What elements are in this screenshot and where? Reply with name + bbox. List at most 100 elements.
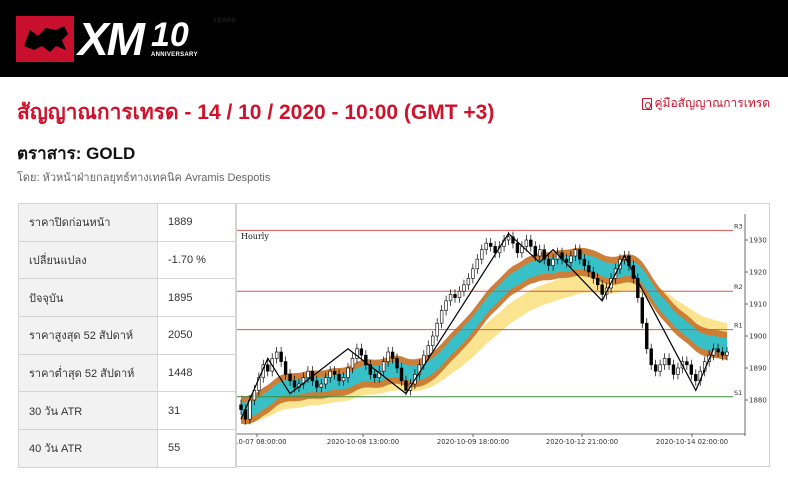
- level-label: R1: [734, 322, 743, 330]
- candle-body: [564, 258, 569, 263]
- candle-body: [373, 374, 377, 378]
- pdf-icon: [641, 97, 652, 110]
- candle-body: [332, 370, 337, 375]
- stats-row: 30 วัน ATR 31: [18, 391, 236, 431]
- stats-row: ราคาต่ำสุด 52 สัปดาห์ 1448: [18, 353, 236, 393]
- candle-body: [239, 404, 243, 410]
- anniversary-number: 10: [151, 16, 189, 54]
- candle-body: [587, 265, 591, 273]
- stats-label: ราคาปิดก่อนหน้า: [18, 203, 158, 242]
- candle-body: [404, 380, 408, 391]
- candle-body: [524, 239, 529, 247]
- candle-body: [676, 367, 680, 375]
- candle-body: [350, 358, 355, 369]
- candle-body: [653, 364, 658, 372]
- candle-body: [355, 348, 359, 359]
- stats-value: -1.70 %: [157, 240, 236, 280]
- candle-body: [426, 345, 430, 356]
- y-tick-label: 1880: [749, 397, 767, 405]
- candle-body: [328, 370, 332, 378]
- x-tick-label: 2020-10-08 13:00:00: [327, 438, 399, 446]
- stats-value: 2050: [157, 316, 236, 355]
- candle-body: [694, 374, 698, 382]
- candle-body: [381, 361, 386, 372]
- candle-body: [649, 348, 653, 366]
- stats-value: 55: [157, 429, 236, 468]
- candle-body: [600, 284, 604, 295]
- anniversary-word: ANNIVERSARY: [151, 52, 198, 58]
- candle-body: [390, 351, 395, 359]
- y-tick-label: 1930: [749, 237, 767, 245]
- candle-body: [480, 249, 484, 260]
- candle-body: [341, 377, 346, 382]
- candle-body: [301, 377, 306, 385]
- candle-body: [551, 258, 555, 266]
- candle-body: [444, 300, 448, 311]
- candle-body: [364, 354, 368, 366]
- candle-body: [283, 361, 288, 375]
- level-label: R3: [734, 222, 743, 230]
- signal-guide-label: คู่มือสัญญาณการเทรด: [654, 96, 771, 110]
- y-tick-label: 1910: [749, 301, 767, 309]
- stats-label: 40 วัน ATR: [18, 429, 158, 468]
- candle-body: [595, 278, 600, 286]
- zigzag-line: [240, 232, 715, 420]
- candle-body: [471, 268, 475, 279]
- candle-body: [493, 246, 497, 254]
- xm-logo[interactable]: XM 10 ANNIVERSARY: [16, 14, 198, 64]
- stats-row: ปัจจุบัน 1895: [18, 278, 236, 318]
- candle-body: [248, 399, 252, 420]
- candle-body: [475, 258, 480, 270]
- y-tick-label: 1900: [749, 333, 767, 341]
- candle-body: [488, 242, 493, 247]
- candle-body: [645, 322, 649, 350]
- site-header: XM 10 ANNIVERSARY YEARS: [0, 0, 788, 77]
- candle-body: [506, 236, 511, 241]
- candle-body: [466, 278, 471, 286]
- candle-body: [720, 351, 725, 356]
- candle-body: [511, 236, 515, 244]
- page-title: สัญญาณการเทรด - 14 / 10 / 2020 - 10:00 (…: [17, 101, 495, 124]
- candle-body: [640, 297, 644, 324]
- candlestick-chart-svg: R3 R2 R1 S1 1880 1890 1900 1910 1920 1930 0-10-07 …: [237, 214, 767, 446]
- anniversary-badge: 10 ANNIVERSARY: [151, 16, 198, 59]
- level-label: R2: [734, 283, 743, 291]
- candle-body: [591, 271, 595, 279]
- stats-table: ราคาปิดก่อนหน้า 1889 เปลี่ยนแปลง -1.70 % ปัจ…: [18, 203, 236, 468]
- candle-body: [569, 255, 573, 263]
- candle-body: [431, 335, 435, 346]
- candle-body: [346, 367, 350, 378]
- stats-label: ราคาสูงสุด 52 สัปดาห์: [18, 316, 158, 355]
- candle-body: [685, 361, 689, 366]
- price-chart: R3 R2 R1 S1 1880 1890 1900 1910 1920 1930 0-10-07 …: [236, 203, 770, 467]
- x-tick-label: 2020-10-09 18:00:00: [437, 438, 509, 446]
- stats-row: เปลี่ยนแปลง -1.70 %: [18, 240, 236, 280]
- x-tick-label: 2020-10-14 02:00:00: [656, 438, 728, 446]
- candle-body: [368, 364, 373, 375]
- instrument-title: ตราสาร: GOLD: [17, 144, 136, 163]
- signal-guide-link[interactable]: คู่มือสัญญาณการเทรด: [641, 94, 771, 113]
- candle-body: [578, 249, 582, 260]
- candle-body: [439, 310, 444, 324]
- candle-body: [395, 358, 399, 369]
- candle-body: [538, 249, 542, 257]
- candle-body: [274, 351, 279, 359]
- candle-body: [337, 374, 341, 382]
- candle-body: [462, 284, 466, 292]
- level-label: S1: [734, 389, 742, 397]
- candle-body: [453, 294, 457, 298]
- anniversary-years: YEARS: [213, 18, 237, 24]
- stats-row: 40 วัน ATR 55: [18, 429, 236, 468]
- x-tick-label: 2020-10-12 21:00:00: [546, 438, 618, 446]
- candle-body: [582, 258, 587, 266]
- y-tick-label: 1890: [749, 365, 767, 373]
- candle-body: [667, 358, 671, 366]
- stats-label: 30 วัน ATR: [18, 391, 158, 431]
- stats-value: 1889: [157, 203, 236, 242]
- candle-body: [636, 278, 640, 298]
- candle-body: [542, 249, 546, 260]
- stats-value: 1895: [157, 278, 236, 318]
- candle-body: [671, 364, 676, 375]
- candle-body: [306, 370, 310, 378]
- bull-icon: [16, 16, 74, 62]
